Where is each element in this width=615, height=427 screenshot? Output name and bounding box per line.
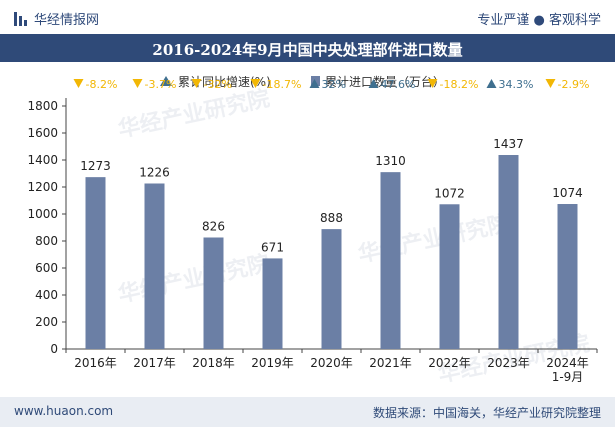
bar-value-label: 1310 (375, 154, 406, 168)
x-tick-label: 2018年 (192, 356, 235, 370)
growth-rate-label: -8.2% (86, 78, 118, 91)
y-tick-label: 1600 (27, 126, 58, 140)
bar (439, 204, 460, 349)
x-tick-label: 2019年 (251, 356, 294, 370)
growth-rate-label: 34.3% (499, 78, 534, 91)
brand: 华经情报网 (14, 9, 99, 28)
bar-value-label: 1072 (434, 186, 465, 200)
bar (321, 229, 342, 349)
growth-down-icon (191, 79, 202, 88)
growth-down-icon (427, 79, 438, 88)
tagline: 专业严谨 ● 客观科学 (477, 13, 601, 28)
top-bar: 华经情报网 专业严谨 ● 客观科学 (0, 0, 615, 34)
brand-name: 华经情报网 (34, 13, 100, 28)
bar (262, 258, 283, 349)
bar (380, 172, 401, 349)
growth-rate-label: 32% (322, 78, 346, 91)
y-tick-label: 1400 (27, 153, 58, 167)
watermark-text-2: 华经产业研究院 (116, 250, 272, 307)
bar-value-label: 1273 (80, 159, 111, 173)
growth-rate-label: -3.7% (145, 78, 177, 91)
growth-down-icon (73, 79, 84, 88)
legend-growth-label: 累计同比增速(%) (178, 75, 271, 89)
data-source: 数据来源：中国海关，华经产业研究院整理 (372, 406, 601, 420)
logo-icon (14, 11, 28, 26)
bar-value-label: 888 (320, 211, 343, 225)
x-tick-label: 2020年 (310, 356, 353, 370)
watermark-text-0: 华经产业研究院 (116, 85, 272, 142)
growth-down-icon (545, 79, 556, 88)
bar (498, 155, 519, 349)
bar-value-label: 1437 (493, 137, 524, 151)
growth-rate-label: -32% (204, 78, 232, 91)
legend-growth-up-icon (160, 76, 172, 86)
growth-down-icon (250, 79, 261, 88)
y-tick-label: 800 (35, 234, 58, 248)
bar-value-label: 1074 (552, 186, 583, 200)
y-tick-label: 1800 (27, 99, 58, 113)
bar-value-label: 1226 (139, 165, 170, 179)
growth-down-icon (132, 79, 143, 88)
growth-rate-label: 47.6% (381, 78, 416, 91)
footer: www.huaon.com 数据来源：中国海关，华经产业研究院整理 (0, 397, 615, 427)
x-tick-label: 2017年 (133, 356, 176, 370)
site-url: www.huaon.com (14, 404, 114, 418)
growth-rate-label: -2.9% (558, 78, 590, 91)
growth-rate-label: -18.2% (440, 78, 479, 91)
y-tick-label: 0 (50, 342, 58, 356)
y-tick-label: 1200 (27, 180, 58, 194)
bar (203, 237, 224, 349)
x-tick-label: 2022年 (428, 356, 471, 370)
x-tick-label: 2024年 (546, 356, 589, 370)
watermark-text-1: 华经产业研究院 (356, 210, 512, 267)
growth-rate-label: -18.7% (263, 78, 302, 91)
y-tick-label: 400 (35, 288, 58, 302)
bar-value-label: 671 (261, 240, 284, 254)
y-tick-label: 1000 (27, 207, 58, 221)
bar (557, 204, 578, 349)
chart-title: 2016-2024年9月中国中央处理部件进口数量 (152, 41, 463, 59)
title-bar: 2016-2024年9月中国中央处理部件进口数量 (0, 34, 615, 62)
bar (144, 183, 165, 349)
growth-up-icon (309, 79, 320, 88)
y-tick-label: 200 (35, 315, 58, 329)
x-tick-label: 1-9月 (552, 370, 584, 384)
y-tick-label: 600 (35, 261, 58, 275)
x-tick-label: 2016年 (74, 356, 117, 370)
x-tick-label: 2021年 (369, 356, 412, 370)
legend-quantity-label: 累计进口数量（万台） (325, 74, 445, 89)
bar (85, 177, 106, 349)
bar-value-label: 826 (202, 219, 225, 233)
growth-up-icon (486, 79, 497, 88)
growth-up-icon (368, 79, 379, 88)
x-tick-label: 2023年 (487, 356, 530, 370)
